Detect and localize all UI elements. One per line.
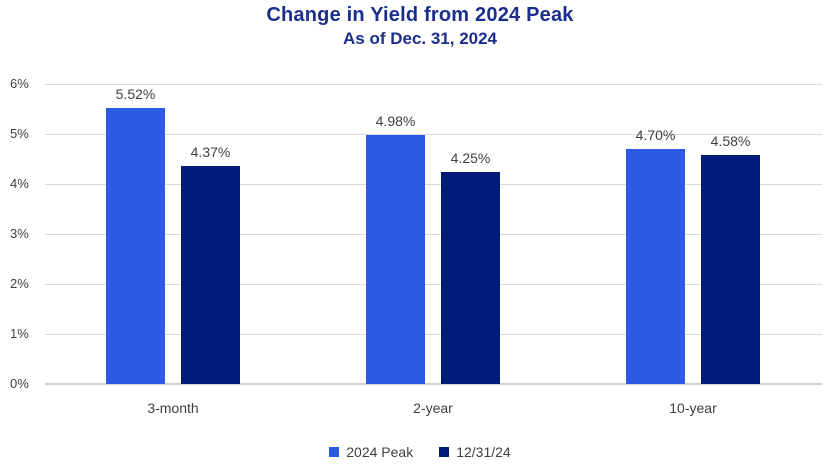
y-axis-tick: 4%	[10, 176, 29, 191]
gridline	[45, 184, 822, 185]
legend: 2024 Peak 12/31/24	[0, 444, 840, 460]
x-axis-label-3-month: 3-month	[147, 400, 199, 416]
y-axis-tick: 5%	[10, 126, 29, 141]
bar-2024-peak-3-month	[106, 108, 165, 384]
bar-value-label: 4.25%	[450, 149, 491, 166]
gridline	[45, 84, 822, 85]
legend-item-2024-peak: 2024 Peak	[329, 444, 413, 460]
legend-item-12-31-24: 12/31/24	[439, 444, 511, 460]
bar-2024-peak-10-year	[626, 149, 685, 384]
x-axis-label-10-year: 10-year	[669, 400, 717, 416]
legend-marker-icon	[329, 447, 340, 457]
bar-value-label: 4.70%	[635, 127, 676, 143]
y-axis-tick: 1%	[10, 326, 29, 341]
bar-12-31-24-3-month	[181, 165, 240, 384]
y-axis-tick: 2%	[10, 276, 29, 291]
chart-subtitle: As of Dec. 31, 2024	[342, 29, 498, 48]
y-axis-tick: 3%	[10, 226, 29, 241]
bar-12-31-24-10-year	[701, 155, 760, 384]
x-axis-baseline	[45, 383, 822, 385]
chart-title: Change in Yield from 2024 Peak	[266, 4, 574, 26]
gridline	[45, 334, 822, 335]
legend-label: 12/31/24	[456, 444, 511, 460]
y-axis-tick: 0%	[10, 376, 29, 391]
gridline	[45, 134, 822, 135]
bar-2024-peak-2-year	[366, 135, 425, 384]
legend-label: 2024 Peak	[346, 444, 414, 460]
bar-value-label: 5.52%	[115, 86, 156, 102]
gridline	[45, 284, 822, 285]
bar-value-label: 4.37%	[190, 143, 231, 160]
bar-12-31-24-2-year	[441, 171, 500, 384]
bar-value-label: 4.58%	[710, 133, 751, 149]
gridline	[45, 234, 822, 235]
bar-value-label: 4.98%	[375, 113, 416, 129]
legend-marker-icon	[439, 447, 450, 457]
x-axis-label-2-year: 2-year	[413, 400, 453, 416]
y-axis-tick: 6%	[10, 76, 29, 91]
